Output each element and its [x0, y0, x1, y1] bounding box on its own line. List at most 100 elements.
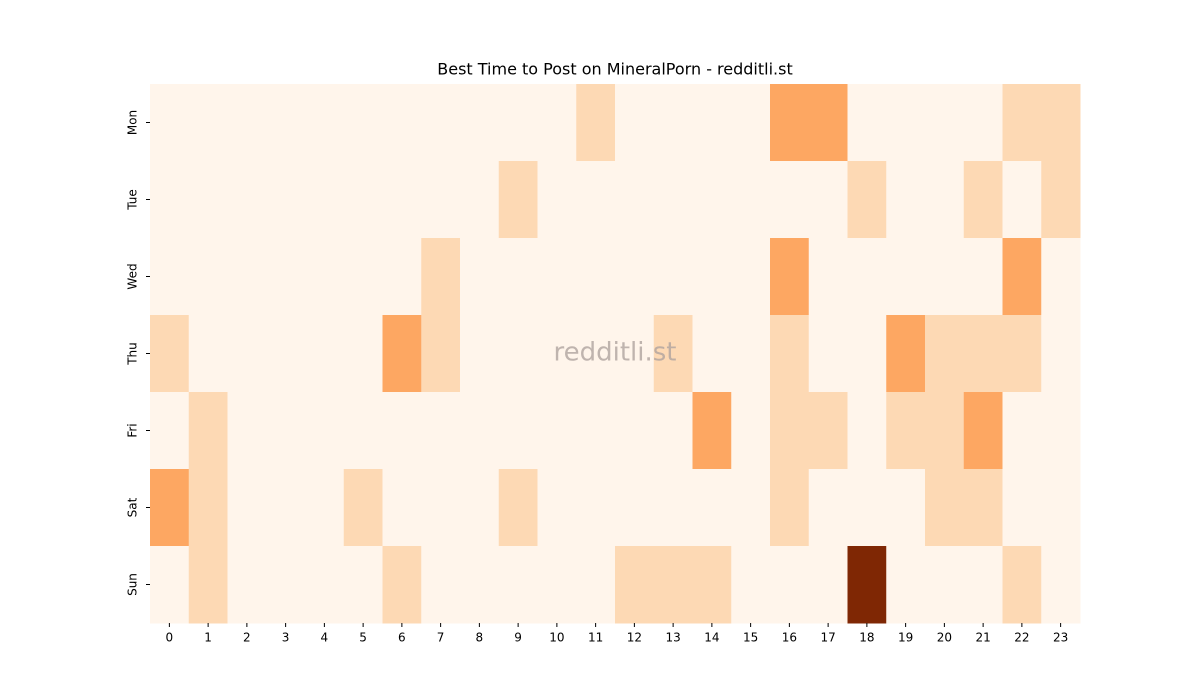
heat-cell [731, 238, 771, 316]
heat-cell [925, 469, 965, 547]
heat-cell [188, 315, 228, 393]
heat-cell [653, 315, 693, 393]
heat-cell [498, 546, 538, 624]
x-tick-label: 3 [282, 631, 290, 645]
x-tick-label: 18 [859, 631, 874, 645]
heat-cell [1002, 238, 1042, 316]
y-tick-label: Sun [126, 573, 140, 596]
heat-cell [847, 315, 887, 393]
x-tick-label: 2 [243, 631, 251, 645]
heat-cell [692, 315, 732, 393]
heat-cell [305, 392, 345, 470]
heat-cell [576, 469, 616, 547]
heat-cell [188, 161, 228, 239]
heat-cell [886, 546, 926, 624]
heat-cell [731, 84, 771, 162]
heat-cell [382, 469, 422, 547]
heat-cell [227, 238, 267, 316]
heat-cell [421, 238, 461, 316]
heat-cell [305, 469, 345, 547]
heat-cell [227, 469, 267, 547]
heat-cell [1041, 238, 1081, 316]
heat-cell [770, 161, 810, 239]
heat-cell [343, 469, 383, 547]
heat-cell [537, 469, 577, 547]
heat-cell [227, 84, 267, 162]
heat-cell [925, 161, 965, 239]
heat-cell [1041, 546, 1081, 624]
heat-cell [227, 546, 267, 624]
heat-cell [498, 84, 538, 162]
heat-cell [1002, 84, 1042, 162]
heat-cell [421, 84, 461, 162]
heat-cell [382, 315, 422, 393]
heat-cell [731, 392, 771, 470]
heat-cell [498, 469, 538, 547]
x-tick-label: 13 [665, 631, 680, 645]
heat-cell [886, 238, 926, 316]
heat-cell [963, 546, 1003, 624]
heat-cell [847, 392, 887, 470]
x-tick-label: 19 [898, 631, 913, 645]
heat-cell [615, 546, 655, 624]
heat-cell [266, 469, 306, 547]
heat-cell [150, 84, 190, 162]
heat-cell [886, 84, 926, 162]
heat-cell [382, 84, 422, 162]
heat-cell [1002, 546, 1042, 624]
heat-cell [305, 315, 345, 393]
heat-cell [1041, 315, 1081, 393]
heat-cell [188, 546, 228, 624]
heat-cell [343, 546, 383, 624]
y-tick-label: Tue [126, 189, 140, 211]
watermark: redditli.st [554, 338, 677, 368]
heat-cell [576, 546, 616, 624]
x-tick-label: 23 [1053, 631, 1068, 645]
heat-cell [150, 546, 190, 624]
heat-cell [1041, 469, 1081, 547]
x-tick-label: 4 [321, 631, 329, 645]
heat-cell [847, 469, 887, 547]
x-tick-label: 16 [782, 631, 797, 645]
heat-cell [421, 315, 461, 393]
heat-cell [498, 392, 538, 470]
heat-cell [615, 469, 655, 547]
heat-cell [886, 315, 926, 393]
x-tick-label: 12 [627, 631, 642, 645]
heat-cell [498, 238, 538, 316]
heat-cell [266, 84, 306, 162]
heat-cell [227, 392, 267, 470]
heat-cell [770, 546, 810, 624]
heat-cell [808, 161, 848, 239]
heat-cell [847, 238, 887, 316]
heat-cell [343, 84, 383, 162]
heat-cell [963, 469, 1003, 547]
heat-cell [808, 315, 848, 393]
heat-cell [460, 161, 500, 239]
heatmap-cells [150, 84, 1081, 624]
x-tick-label: 20 [937, 631, 952, 645]
heat-cell [382, 238, 422, 316]
heat-cell [653, 161, 693, 239]
heat-cell [808, 469, 848, 547]
heat-cell [421, 161, 461, 239]
heat-cell [150, 161, 190, 239]
heat-cell [653, 392, 693, 470]
heat-cell [343, 161, 383, 239]
heat-cell [382, 161, 422, 239]
x-tick-label: 10 [549, 631, 564, 645]
heat-cell [266, 238, 306, 316]
heat-cell [963, 392, 1003, 470]
chart-title: Best Time to Post on MineralPorn - reddi… [437, 60, 792, 79]
heat-cell [692, 238, 732, 316]
heat-cell [925, 238, 965, 316]
heat-cell [382, 392, 422, 470]
heat-cell [498, 161, 538, 239]
heat-cell [615, 161, 655, 239]
heat-cell [1002, 392, 1042, 470]
heat-cell [1041, 84, 1081, 162]
heat-cell [770, 238, 810, 316]
heat-cell [963, 84, 1003, 162]
heat-cell [615, 84, 655, 162]
